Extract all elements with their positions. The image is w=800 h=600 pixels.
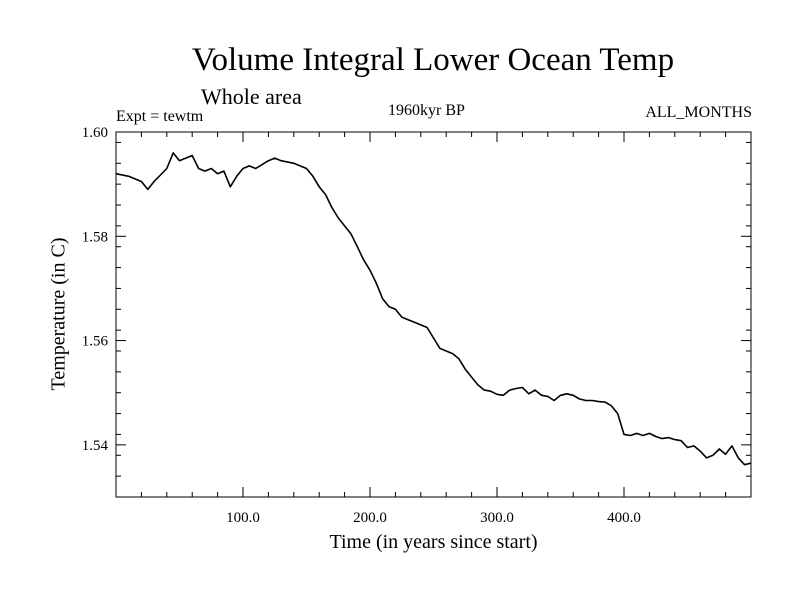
chart-title: Volume Integral Lower Ocean Temp — [191, 42, 675, 78]
x-tick-label: 400.0 — [607, 510, 641, 526]
y-tick-label: 1.58 — [82, 229, 108, 245]
period-label: 1960kyr BP — [388, 102, 465, 119]
y-tick-label: 1.54 — [82, 438, 109, 454]
axis-ticks: 100.0 200.0 300.0 400.0 1.54 1.56 1.58 1.60 — [82, 125, 751, 526]
months-label: ALL_MONTHS — [645, 104, 752, 121]
chart-subtitle: Whole area — [201, 84, 302, 109]
x-tick-label: 200.0 — [353, 510, 387, 526]
x-tick-label: 300.0 — [480, 510, 514, 526]
plot-frame — [115, 131, 752, 498]
series-line — [115, 152, 752, 466]
experiment-label: Expt = tewtm — [116, 108, 204, 125]
y-tick-label: 1.60 — [82, 125, 108, 141]
x-tick-label: 100.0 — [226, 510, 260, 526]
y-tick-label: 1.56 — [82, 334, 109, 350]
series-group — [115, 152, 752, 466]
x-axis-label: Time (in years since start) — [329, 531, 538, 553]
